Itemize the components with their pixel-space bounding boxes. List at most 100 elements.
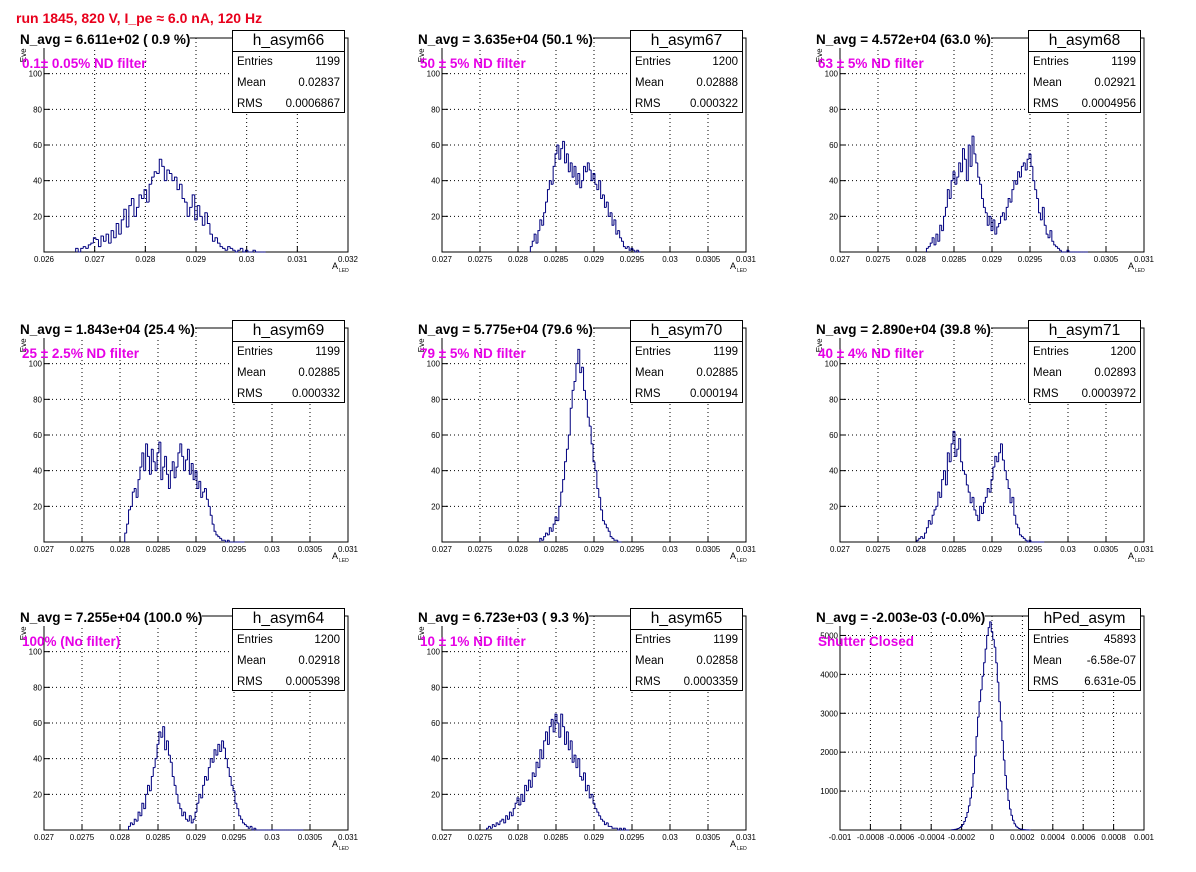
histogram-bin bbox=[1013, 180, 1016, 190]
histogram-bin bbox=[145, 443, 148, 471]
histogram-bin bbox=[244, 249, 248, 252]
x-tick-label: 0.0275 bbox=[866, 545, 891, 554]
histogram-bin bbox=[556, 517, 559, 522]
stats-row-mean: Mean 0.02893 bbox=[1029, 363, 1140, 384]
stats-value: 1199 bbox=[315, 56, 340, 68]
histogram-bin bbox=[600, 815, 603, 820]
histogram-bin bbox=[92, 237, 96, 244]
histogram-bin bbox=[575, 755, 578, 769]
histogram-bin bbox=[181, 184, 185, 199]
y-axis-title: Events bbox=[19, 616, 28, 640]
x-tick-label: 0.0295 bbox=[1018, 545, 1043, 554]
histogram-bin bbox=[983, 662, 986, 677]
histogram-bin bbox=[141, 802, 144, 816]
histogram-bin bbox=[133, 488, 137, 493]
histogram-bin bbox=[588, 785, 592, 799]
histogram-bin bbox=[202, 491, 205, 498]
histogram-bin bbox=[963, 470, 967, 475]
x-tick-label: 0.031 bbox=[736, 833, 757, 842]
stats-value: 1200 bbox=[1110, 346, 1136, 358]
histogram-bin bbox=[520, 793, 523, 806]
histogram-bin bbox=[215, 531, 218, 536]
histogram-bin bbox=[621, 828, 624, 831]
x-axis-subscript: LED bbox=[737, 268, 747, 274]
histogram-bin bbox=[161, 159, 165, 167]
histogram-bin bbox=[1024, 162, 1028, 171]
histogram-bin bbox=[594, 173, 597, 185]
stats-label: Mean bbox=[635, 367, 664, 379]
histogram-bin bbox=[196, 205, 200, 220]
histogram-bin bbox=[1002, 740, 1005, 761]
histogram-bin bbox=[564, 461, 567, 480]
histogram-bin bbox=[590, 426, 594, 445]
histogram-bin bbox=[128, 509, 131, 525]
x-tick-label: 0.03 bbox=[264, 833, 280, 842]
histogram-bin bbox=[186, 448, 190, 460]
x-axis-title: A bbox=[730, 261, 736, 271]
histogram-bin bbox=[988, 488, 992, 493]
stats-value: 0.0005398 bbox=[285, 676, 340, 688]
histogram-bin bbox=[634, 250, 637, 253]
histogram-bin bbox=[546, 731, 550, 745]
histogram-bin bbox=[998, 682, 1001, 703]
histogram-bin bbox=[592, 443, 595, 463]
histogram-bin bbox=[185, 459, 188, 471]
histogram-bin bbox=[185, 812, 188, 820]
histogram-bin bbox=[162, 466, 165, 480]
histogram-bin bbox=[1001, 721, 1004, 742]
histogram-bin bbox=[944, 470, 948, 486]
histogram-bin bbox=[167, 740, 171, 756]
histogram-bin bbox=[133, 818, 137, 825]
histogram-bin bbox=[952, 171, 955, 181]
stats-label: Mean bbox=[635, 77, 664, 89]
histogram-bin bbox=[554, 516, 557, 525]
histogram-bin bbox=[986, 488, 990, 498]
histogram-name: h_asym69 bbox=[233, 321, 344, 342]
histogram-bin bbox=[143, 803, 146, 810]
histogram-bin bbox=[189, 206, 193, 217]
y-tick-label: 1000 bbox=[820, 787, 838, 796]
histogram-bin bbox=[1051, 230, 1054, 242]
histogram-bin bbox=[526, 785, 529, 792]
stats-label: Entries bbox=[1033, 56, 1069, 68]
histogram-bin bbox=[516, 797, 519, 804]
x-axis-title: A bbox=[730, 839, 736, 849]
y-tick-label: 80 bbox=[431, 105, 440, 114]
histogram-bin bbox=[611, 536, 614, 539]
histogram-bin bbox=[499, 820, 502, 825]
histogram-bin bbox=[156, 452, 159, 471]
y-tick-label: 20 bbox=[431, 212, 440, 221]
histogram-bin bbox=[598, 180, 601, 190]
histogram-bin bbox=[251, 826, 254, 831]
histogram-bin bbox=[969, 797, 972, 806]
histogram-bin bbox=[1066, 249, 1069, 252]
histogram-bin bbox=[1016, 826, 1019, 829]
histogram-bin bbox=[613, 219, 616, 226]
histogram-bin bbox=[1003, 459, 1007, 472]
histogram-panel-h_asym65: 0.027 0.0275 0.028 0.0285 0.029 0.0295 0.03 0.0… bbox=[398, 608, 757, 858]
stats-value: 1199 bbox=[1111, 56, 1136, 68]
histogram-panel-h_asym71: 0.027 0.0275 0.028 0.0285 0.029 0.0295 0.03 0.0… bbox=[796, 320, 1155, 570]
histogram-bin bbox=[194, 470, 197, 480]
histogram-bin bbox=[990, 621, 993, 633]
histogram-bin bbox=[560, 491, 563, 507]
histogram-bin bbox=[1019, 527, 1022, 536]
x-axis-title: A bbox=[332, 839, 338, 849]
histogram-bin bbox=[981, 184, 984, 199]
x-tick-label: 0.0285 bbox=[544, 255, 569, 264]
histogram-bin bbox=[583, 165, 586, 181]
x-tick-label: 0.027 bbox=[830, 545, 851, 554]
histogram-bin bbox=[943, 470, 946, 480]
histogram-bin bbox=[564, 726, 567, 745]
histogram-bin bbox=[139, 466, 142, 480]
histogram-bin bbox=[209, 506, 213, 516]
stats-value: 45893 bbox=[1104, 634, 1136, 646]
stats-label: Entries bbox=[635, 634, 671, 646]
x-tick-label: 0.0295 bbox=[1018, 255, 1043, 264]
histogram-bin bbox=[138, 194, 142, 208]
histogram-bin bbox=[628, 246, 632, 251]
histogram-bin bbox=[607, 822, 611, 827]
histogram-bin bbox=[975, 509, 978, 516]
stats-row-mean: Mean 0.02885 bbox=[631, 363, 742, 384]
stats-row-entries: Entries 1200 bbox=[233, 630, 344, 651]
